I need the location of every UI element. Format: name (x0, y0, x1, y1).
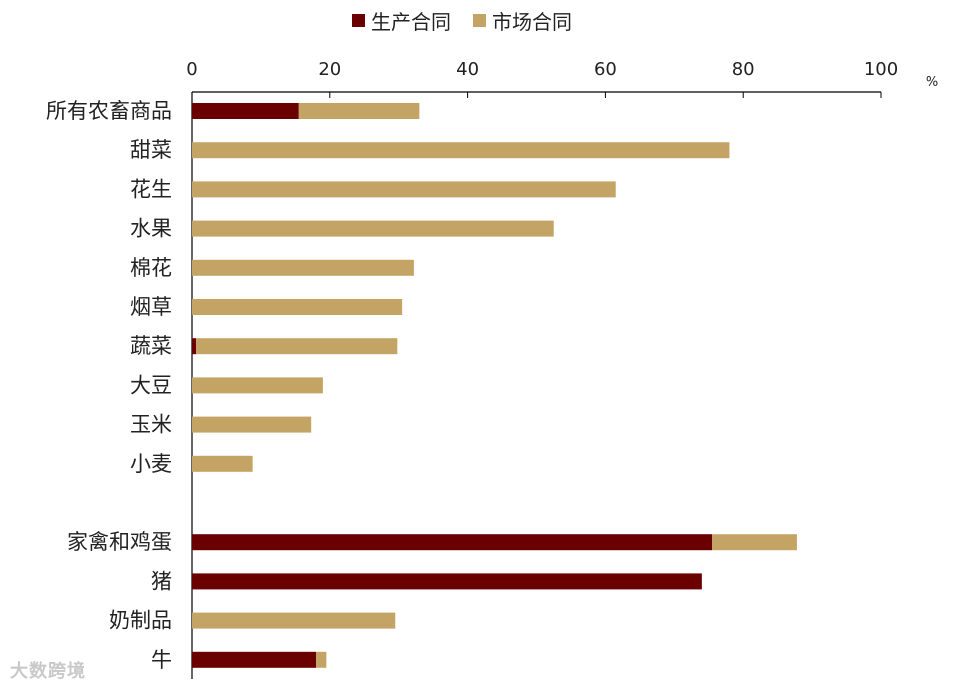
bar-marketing-contract (192, 142, 730, 159)
bar-marketing-contract (192, 612, 396, 629)
legend-swatch-production (352, 14, 365, 27)
x-tick-label: 80 (732, 59, 755, 80)
bar-marketing-contract (298, 103, 420, 119)
bar-marketing-contract (192, 299, 403, 315)
category-label: 猪 (151, 569, 172, 593)
bar-marketing-contract (712, 534, 797, 551)
x-tick-label: 0 (186, 59, 197, 80)
bar-production-contract (192, 573, 702, 590)
category-label: 水果 (130, 217, 172, 241)
category-label: 蔬菜 (130, 334, 172, 358)
legend-swatch-marketing (473, 14, 486, 27)
bar-marketing-contract (196, 338, 398, 355)
bar-marketing-contract (192, 377, 323, 394)
bar-marketing-contract (192, 416, 312, 433)
legend: 生产合同 市场合同 (352, 6, 594, 35)
x-tick-label: 100 (864, 59, 898, 80)
bar-production-contract (192, 338, 197, 355)
category-label: 所有农畜商品 (46, 99, 172, 123)
legend-label-marketing: 市场合同 (492, 10, 572, 34)
watermark: 大数跨境 (10, 661, 86, 682)
category-label: 甜菜 (130, 138, 172, 162)
category-label: 奶制品 (109, 609, 172, 633)
legend-label-production: 生产合同 (371, 10, 451, 34)
category-label: 牛 (151, 648, 172, 672)
category-label: 小麦 (130, 452, 172, 476)
legend-item-marketing: 市场合同 (473, 6, 572, 35)
bar-marketing-contract (192, 181, 616, 198)
bar-production-contract (192, 103, 299, 119)
x-tick-label: 60 (594, 59, 617, 80)
bar-marketing-contract (192, 455, 253, 472)
bar-production-contract (192, 651, 317, 668)
x-tick-label: 20 (318, 59, 341, 80)
x-tick-label: 40 (456, 59, 479, 80)
legend-item-production: 生产合同 (352, 6, 451, 35)
category-label: 家禽和鸡蛋 (67, 530, 172, 554)
category-label: 玉米 (130, 413, 172, 437)
category-label: 大豆 (130, 373, 172, 397)
unit-label: % (926, 75, 938, 90)
category-label: 烟草 (130, 295, 172, 319)
bar-production-contract (192, 534, 713, 551)
category-label: 花生 (130, 177, 172, 201)
bar-marketing-contract (192, 259, 414, 276)
bar-marketing-contract (192, 220, 554, 237)
bar-marketing-contract (316, 651, 327, 668)
category-label: 棉花 (130, 256, 172, 280)
